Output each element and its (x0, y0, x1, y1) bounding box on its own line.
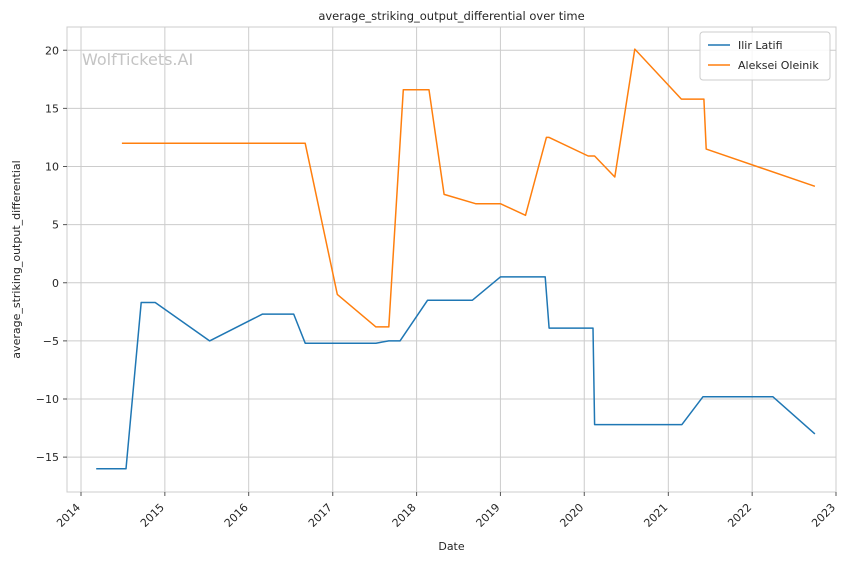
x-tick-label: 2019 (474, 501, 503, 530)
x-tick-label: 2021 (641, 501, 670, 530)
grid (67, 27, 837, 492)
x-tick-labels: 2014 2015 2016 2017 2018 2019 2020 2021 2022 2023 (54, 492, 838, 530)
plot-frame (66, 26, 837, 493)
legend-box (699, 31, 831, 81)
y-tick-label: 15 (45, 102, 59, 115)
series-line-2 (121, 48, 816, 328)
y-tick-label: −15 (36, 451, 59, 464)
x-tick-label: 2022 (725, 501, 754, 530)
legend-label-2: Aleksei Oleinik (738, 59, 819, 72)
x-tick-label: 2016 (222, 501, 251, 530)
series-line-1 (96, 276, 816, 470)
y-tick-label: 5 (52, 219, 59, 232)
x-tick-label: 2014 (54, 501, 83, 530)
y-tick-label: 0 (52, 277, 59, 290)
x-tick-label: 2020 (557, 501, 586, 530)
watermark: WolfTickets.AI (82, 50, 193, 69)
series-layer (96, 48, 816, 470)
x-tick-label: 2017 (306, 501, 335, 530)
y-tick-label: 10 (45, 161, 59, 174)
legend-label-1: Ilir Latifi (738, 39, 783, 52)
chart-title: average_striking_output_differential ove… (318, 9, 584, 23)
legend: Ilir Latifi Aleksei Oleinik (699, 31, 831, 81)
y-tick-label: −5 (43, 335, 59, 348)
x-tick-label: 2015 (138, 501, 167, 530)
x-tick-label: 2023 (809, 501, 838, 530)
y-tick-label: −10 (36, 393, 59, 406)
y-axis-title: average_striking_output_differential (10, 160, 23, 358)
x-tick-label: 2018 (390, 501, 419, 530)
y-tick-labels: −15 −10 −5 0 5 10 15 20 (36, 44, 67, 464)
x-axis-title: Date (438, 540, 465, 553)
y-tick-label: 20 (45, 44, 59, 57)
